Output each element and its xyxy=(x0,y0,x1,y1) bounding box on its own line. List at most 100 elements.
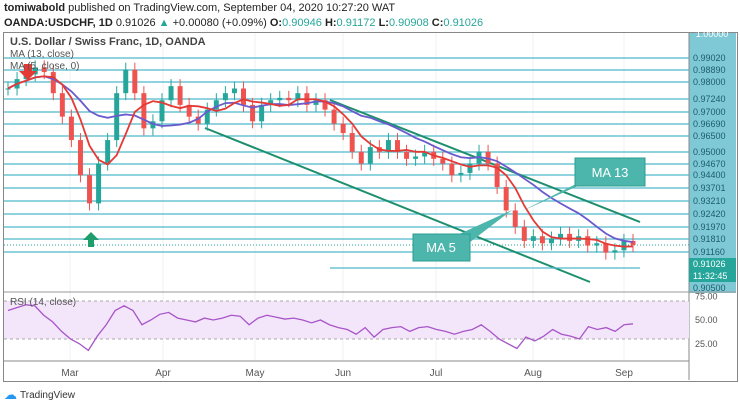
candle xyxy=(331,109,337,124)
month-label: Mar xyxy=(61,368,79,379)
candle xyxy=(231,88,237,94)
candle xyxy=(367,147,373,164)
brand-name: TradingView xyxy=(20,389,76,401)
price-label: 0.97240 xyxy=(693,94,726,104)
candle xyxy=(150,121,156,129)
candle xyxy=(213,100,219,110)
high-value: 0.91172 xyxy=(336,17,376,29)
candle xyxy=(322,100,328,110)
candle xyxy=(539,236,545,244)
month-label: Jul xyxy=(430,368,443,379)
price-label: 0.93701 xyxy=(693,183,726,193)
ma5-callout xyxy=(412,233,471,262)
candle xyxy=(195,116,201,124)
candle xyxy=(186,104,192,117)
rsi-band xyxy=(4,301,689,339)
candle xyxy=(250,104,256,122)
price-label: 0.91970 xyxy=(693,222,726,232)
price-label: 0.92420 xyxy=(693,209,726,219)
price-label-top: 1.00000 xyxy=(696,29,729,39)
trend-line-upper xyxy=(329,99,641,223)
rsi-axis-label: 25.00 xyxy=(695,339,718,349)
candle xyxy=(268,100,274,105)
ma13-callout-label: MA 13 xyxy=(592,165,629,180)
candle xyxy=(77,140,83,176)
price-label: 0.91160 xyxy=(693,247,725,257)
candle xyxy=(422,151,428,157)
price-label: 0.96690 xyxy=(693,119,726,129)
author[interactable]: tomiwabold xyxy=(4,2,66,14)
callout-pointer xyxy=(520,176,592,212)
ma5-line xyxy=(7,75,634,248)
candle xyxy=(132,69,138,94)
price-label: 0.98890 xyxy=(693,65,726,75)
symbol-info: OANDA:USDCHF, 1D 0.91026 ▲ +0.00080 (+0.… xyxy=(4,17,483,29)
up-arrow-icon: ▲ xyxy=(158,17,170,29)
legend-ma5[interactable]: MA (5, close, 0) xyxy=(10,61,80,72)
price-label: 0.99020 xyxy=(693,53,726,63)
candle xyxy=(503,186,509,211)
c-label: C: xyxy=(431,17,444,29)
candle xyxy=(105,140,111,164)
candle xyxy=(494,163,500,187)
price-label: 0.96500 xyxy=(693,131,726,141)
ma13-line xyxy=(7,75,634,244)
candle xyxy=(603,243,609,253)
month-label: Aug xyxy=(524,368,542,379)
price-label: 0.94670 xyxy=(693,159,726,169)
candle xyxy=(521,226,527,241)
candle xyxy=(59,93,65,117)
candle xyxy=(168,86,174,101)
trend-line-lower xyxy=(204,127,591,283)
month-label: May xyxy=(246,368,265,379)
candle xyxy=(404,151,410,159)
month-label: Jun xyxy=(335,368,351,379)
legend-ma13[interactable]: MA (13, close) xyxy=(10,49,74,60)
candle xyxy=(548,238,554,244)
candle xyxy=(413,156,419,159)
candle xyxy=(5,88,11,90)
price-axis-bg xyxy=(689,33,736,293)
candle xyxy=(385,140,391,152)
down-arrow-icon xyxy=(19,64,37,80)
publish-text: published on TradingView.com, September … xyxy=(65,2,396,14)
candle xyxy=(159,100,165,122)
legend-rsi[interactable]: RSI (14, close) xyxy=(10,297,77,308)
tradingview-logo[interactable]: ☁ TradingView xyxy=(4,387,75,403)
last-price-badge xyxy=(689,258,736,282)
candle xyxy=(567,233,573,241)
candle xyxy=(68,116,74,141)
last-price: 0.91026 xyxy=(115,17,156,29)
countdown-label: 11:32:45 xyxy=(693,271,727,281)
candle xyxy=(558,233,564,239)
candle xyxy=(87,175,93,204)
o-label: O: xyxy=(269,17,283,29)
rsi-axis-label: 75.00 xyxy=(695,291,718,301)
candle xyxy=(530,236,536,241)
price-label: 0.93210 xyxy=(693,196,726,206)
candle xyxy=(358,151,364,164)
candle xyxy=(395,140,400,152)
last-price-label: 0.91026 xyxy=(693,259,726,269)
chart-title: U.S. Dollar / Swiss Franc, 1D, OANDA xyxy=(10,36,206,48)
candle xyxy=(340,123,346,134)
change: +0.00080 (+0.09%) xyxy=(172,17,267,29)
candle xyxy=(96,163,102,204)
chart-frame[interactable] xyxy=(3,32,738,382)
close-value: 0.91026 xyxy=(443,17,484,29)
price-label: 0.94400 xyxy=(693,170,726,180)
price-label-bottom: 0.90500 xyxy=(693,283,726,293)
candle xyxy=(204,109,210,124)
candle xyxy=(222,93,228,101)
rsi-axis-label: 50.00 xyxy=(695,315,718,325)
publish-info: tomiwabold published on TradingView.com,… xyxy=(4,2,395,14)
candle xyxy=(41,67,47,73)
candle xyxy=(349,133,355,152)
candle xyxy=(585,236,591,246)
candle xyxy=(467,163,473,173)
candle xyxy=(32,67,38,75)
cloud-icon: ☁ xyxy=(4,387,17,402)
candle xyxy=(449,163,455,176)
month-label: Sep xyxy=(615,368,633,379)
